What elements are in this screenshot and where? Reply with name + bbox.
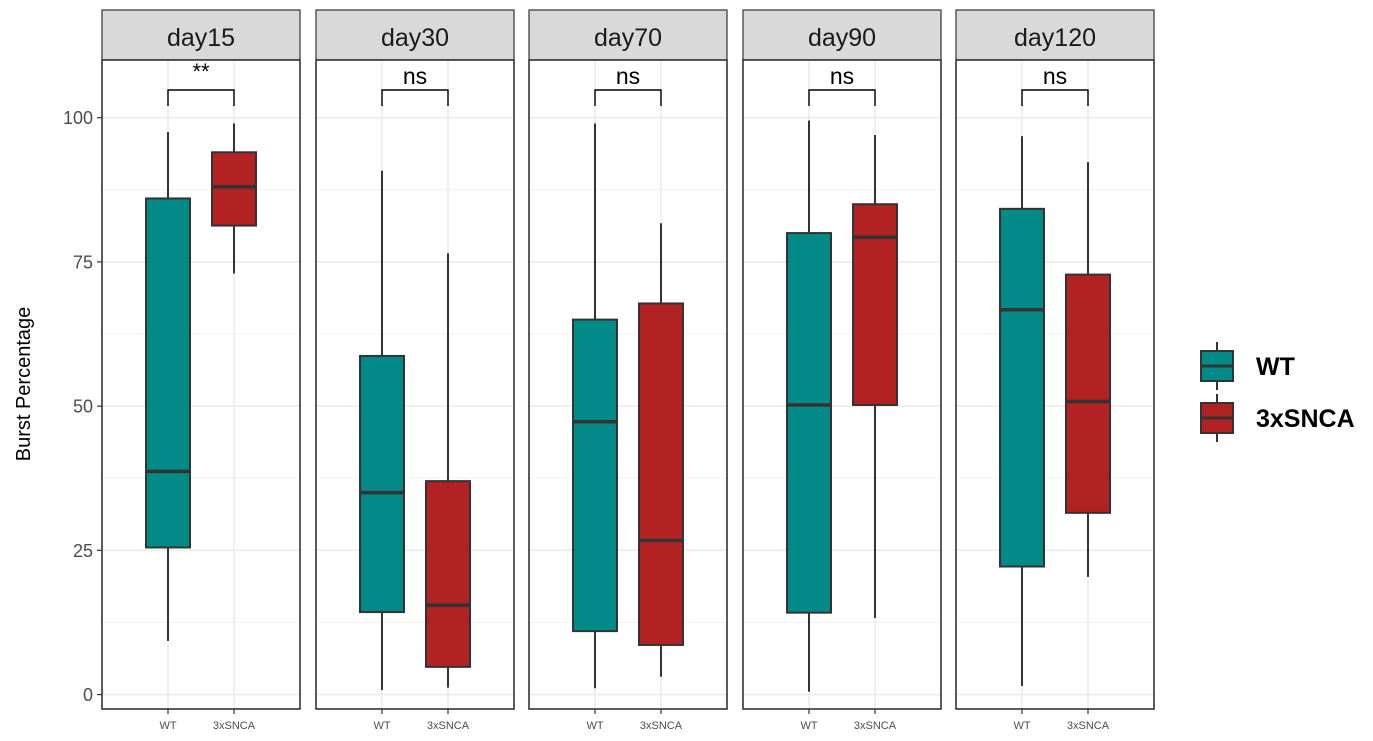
- panel-background: [956, 60, 1154, 709]
- panel-background: [102, 60, 300, 709]
- panel-background: [316, 60, 514, 709]
- x-tick-label: 3xSNCA: [854, 720, 897, 732]
- box-body: [852, 203, 898, 406]
- x-tick-label: WT: [1013, 720, 1030, 732]
- facet-strip: [742, 9, 942, 61]
- legend-label: 3xSNCA: [1256, 405, 1355, 433]
- panel-border: [742, 59, 942, 710]
- y-tick-label: 50: [73, 397, 93, 417]
- facet-strip: [955, 9, 1155, 61]
- box-body: [211, 151, 257, 227]
- x-tick-label: 3xSNCA: [213, 720, 256, 732]
- x-tick-label: 3xSNCA: [427, 720, 470, 732]
- facet-panel-day15: day15 ** WT 3xSNCA: [101, 9, 301, 732]
- panel-background: [743, 60, 941, 709]
- box-body: [572, 318, 618, 633]
- significance-label: ns: [1043, 63, 1067, 89]
- facet-strip-label: day90: [808, 24, 876, 52]
- facet-strip: [528, 9, 728, 61]
- panel-border: [955, 59, 1155, 710]
- facet-panel-day120: day120 ns WT 3xSNCA: [955, 9, 1155, 732]
- box-3xSNCA: [211, 123, 257, 274]
- y-tick-label: 25: [73, 541, 93, 561]
- box-WT: [145, 132, 191, 641]
- facet-panel-day30: day30 ns WT 3xSNCA: [315, 9, 515, 732]
- box-body: [425, 480, 471, 668]
- facet-strip-label: day15: [167, 24, 235, 52]
- y-axis-title: Burst Percentage: [13, 307, 35, 462]
- panel-background: [529, 60, 727, 709]
- x-tick-label: WT: [800, 720, 817, 732]
- significance-bracket: [594, 89, 662, 106]
- significance-bracket: [381, 89, 449, 106]
- panel-border: [101, 59, 301, 710]
- legend-item-WT: WT: [1200, 342, 1295, 390]
- x-tick-label: 3xSNCA: [1067, 720, 1110, 732]
- y-tick-label: 0: [83, 685, 93, 705]
- facet-strip-label: day30: [381, 24, 449, 52]
- box-WT: [786, 120, 832, 692]
- box-WT: [572, 123, 618, 689]
- box-body: [1065, 273, 1111, 514]
- significance-bracket: [1021, 89, 1089, 106]
- box-body: [999, 207, 1045, 568]
- facet-panel-day70: day70 ns WT 3xSNCA: [528, 9, 728, 732]
- box-WT: [359, 170, 405, 690]
- box-body: [786, 232, 832, 614]
- significance-bracket: [808, 89, 876, 106]
- panel-border: [528, 59, 728, 710]
- y-tick-label: 75: [73, 252, 93, 272]
- x-tick-label: WT: [373, 720, 390, 732]
- significance-label: ns: [830, 63, 854, 89]
- x-tick-label: WT: [586, 720, 603, 732]
- box-3xSNCA: [425, 253, 471, 688]
- significance-bracket: [167, 89, 235, 106]
- significance-label: ns: [616, 63, 640, 89]
- significance-label: **: [192, 59, 210, 84]
- facet-strip: [315, 9, 515, 61]
- x-tick-label: WT: [159, 720, 176, 732]
- box-3xSNCA: [1065, 162, 1111, 577]
- box-body: [145, 197, 191, 549]
- facet-strip-label: day70: [594, 24, 662, 52]
- legend: WT 3xSNCA: [1200, 342, 1355, 442]
- box-3xSNCA: [638, 223, 684, 677]
- facet-strip: [101, 9, 301, 61]
- box-body: [638, 302, 684, 646]
- box-WT: [999, 136, 1045, 686]
- panel-border: [315, 59, 515, 710]
- x-tick-label: 3xSNCA: [640, 720, 683, 732]
- significance-label: ns: [403, 63, 427, 89]
- box-body: [359, 354, 405, 614]
- y-tick-label: 100: [63, 108, 93, 128]
- legend-label: WT: [1256, 353, 1295, 381]
- facet-panel-day90: day90 ns WT 3xSNCA: [742, 9, 942, 732]
- box-3xSNCA: [852, 134, 898, 618]
- legend-item-3xSNCA: 3xSNCA: [1200, 394, 1355, 442]
- facet-strip-label: day120: [1014, 24, 1096, 52]
